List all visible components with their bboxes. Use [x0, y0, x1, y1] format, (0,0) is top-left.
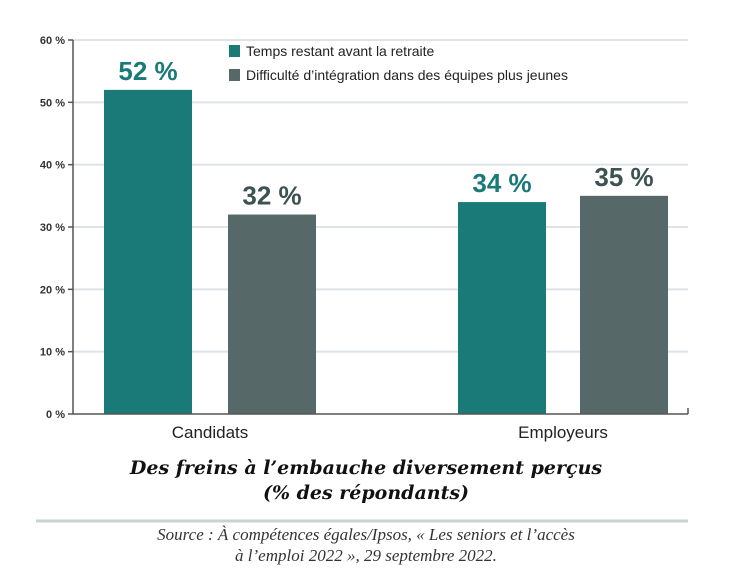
x-category-label: Employeurs	[518, 423, 608, 442]
y-tick-label: 50 %	[40, 97, 65, 109]
x-category-label: Candidats	[172, 423, 249, 442]
bar-candidats-series-2	[228, 214, 316, 414]
chart-subtitle: (% des répondants)	[263, 482, 469, 504]
bar-employeurs-series-2	[580, 195, 668, 414]
bar-employeurs-series-1	[458, 202, 546, 414]
bar-candidats-series-1	[104, 89, 192, 414]
y-tick-label: 30 %	[40, 222, 65, 234]
data-label: 32 %	[242, 181, 301, 211]
source-line-1: Source : À compétences égales/Ipsos, « L…	[157, 525, 575, 544]
legend: Temps restant avant la retraite Difficult…	[229, 43, 568, 83]
source-line-2: à l’emploi 2022 », 29 septembre 2022.	[235, 546, 497, 565]
y-tick-label: 40 %	[40, 160, 65, 172]
legend-swatch	[229, 69, 240, 81]
y-tick-label: 0 %	[46, 409, 65, 421]
y-tick-label: 60 %	[40, 35, 65, 47]
legend-label: Temps restant avant la retraite	[246, 43, 435, 59]
y-tick-label: 20 %	[40, 284, 65, 296]
legend-swatch	[229, 45, 240, 57]
data-label: 52 %	[118, 56, 177, 86]
chart-title: Des freins à l’embauche diversement perç…	[129, 457, 603, 479]
legend-label: Difficulté d’intégration dans des équipe…	[246, 67, 568, 83]
data-label: 34 %	[472, 168, 531, 198]
y-tick-label: 10 %	[40, 347, 65, 359]
data-label: 35 %	[594, 162, 653, 192]
